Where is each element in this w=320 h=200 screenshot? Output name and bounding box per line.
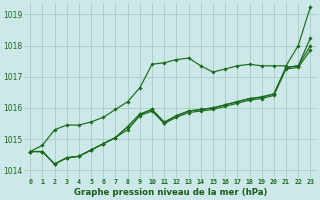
X-axis label: Graphe pression niveau de la mer (hPa): Graphe pression niveau de la mer (hPa) — [74, 188, 267, 197]
